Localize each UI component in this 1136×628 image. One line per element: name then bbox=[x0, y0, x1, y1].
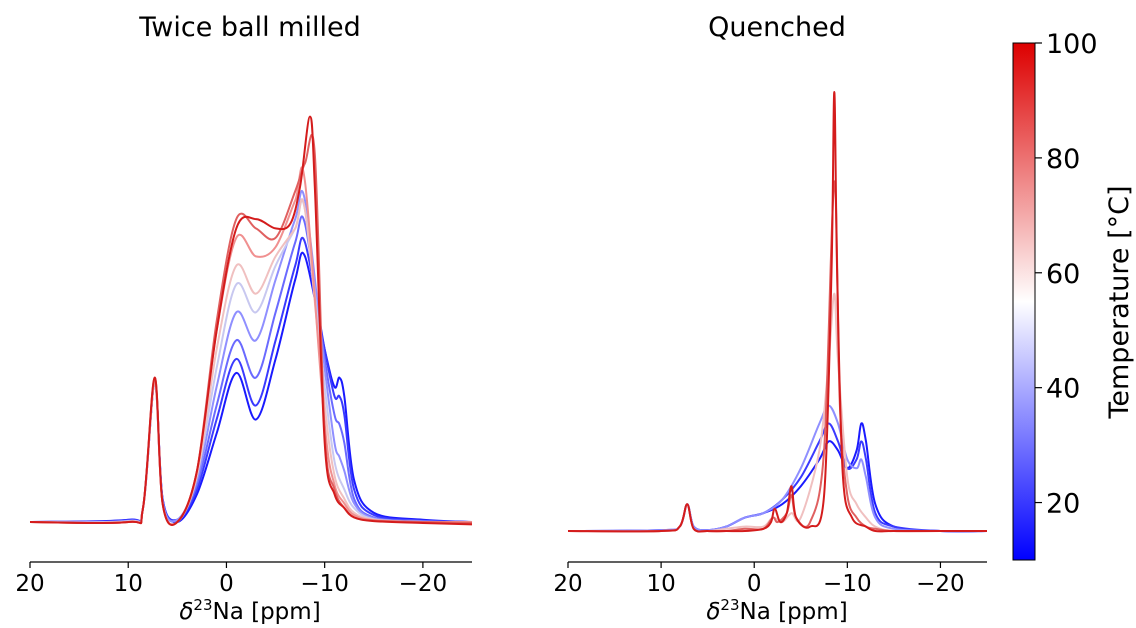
colorbar-ticks: 20 40 60 80 100 bbox=[1035, 29, 1098, 520]
x-tick-label: −20 bbox=[399, 571, 448, 597]
series-line-20 bbox=[29, 236, 473, 523]
colorbar-label: Temperature [°C] bbox=[1104, 185, 1135, 419]
panel-title: Quenched bbox=[708, 12, 846, 43]
series-line-80 bbox=[567, 180, 987, 533]
x-tick-label: 10 bbox=[114, 571, 143, 597]
colorbar-tick-label: 80 bbox=[1046, 144, 1080, 175]
series-line-100 bbox=[567, 91, 987, 533]
x-tick-label: −20 bbox=[916, 571, 965, 597]
series-line-60 bbox=[567, 292, 987, 533]
series-line-40 bbox=[29, 190, 473, 524]
plot-area bbox=[29, 115, 473, 526]
colorbar-tick-label: 20 bbox=[1046, 489, 1080, 520]
plot-area bbox=[567, 91, 988, 533]
x-tick-label: −10 bbox=[823, 571, 872, 597]
colorbar-tick-label: 100 bbox=[1046, 29, 1098, 60]
x-ticks: 20 10 0 −10 −20 bbox=[553, 562, 965, 597]
x-tick-label: 0 bbox=[219, 571, 234, 597]
colorbar-gradient bbox=[1012, 42, 1036, 561]
series-line-100 bbox=[29, 115, 473, 526]
x-tick-label: 10 bbox=[646, 571, 675, 597]
series-line-70 bbox=[29, 166, 473, 526]
x-axis-label: δ23Na [ppm] bbox=[706, 596, 847, 625]
colorbar: 20 40 60 80 100 Temperature [°C] bbox=[1012, 29, 1135, 561]
x-tick-label: −10 bbox=[300, 571, 349, 597]
x-tick-label: 20 bbox=[553, 571, 582, 597]
x-axis-label: δ23Na [ppm] bbox=[179, 596, 320, 625]
x-tick-label: 20 bbox=[15, 571, 44, 597]
series-line-10 bbox=[29, 251, 473, 524]
x-ticks: 20 10 0 −10 −20 bbox=[15, 562, 447, 597]
x-tick-label: 0 bbox=[747, 571, 762, 597]
series-line-30 bbox=[29, 215, 473, 524]
series-line-60 bbox=[29, 198, 473, 526]
panel-twice-ball-milled: Twice ball milled 20 10 0 −10 −20 δ23Na [ppm… bbox=[15, 12, 473, 625]
series-line-50 bbox=[29, 199, 473, 526]
series-line-80 bbox=[29, 134, 473, 526]
panel-quenched: Quenched 20 10 0 −10 −20 δ23Na [ppm] bbox=[553, 12, 988, 625]
colorbar-tick-label: 40 bbox=[1046, 374, 1080, 405]
panel-title: Twice ball milled bbox=[138, 12, 360, 43]
colorbar-tick-label: 60 bbox=[1046, 259, 1080, 290]
